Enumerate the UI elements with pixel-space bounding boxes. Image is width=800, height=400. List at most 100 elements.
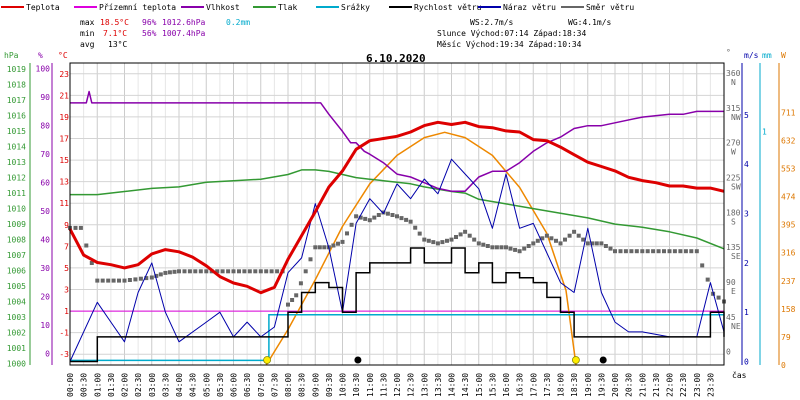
pressure-tick: 1017: [7, 96, 26, 105]
speed-tick: 3: [744, 210, 749, 219]
wind-direction-point: [242, 269, 247, 274]
time-tick: 09:30: [325, 373, 334, 397]
wind-direction-point: [499, 245, 504, 250]
humidity-tick: 90: [40, 93, 50, 102]
wind-direction-point: [117, 278, 121, 283]
time-tick: 07:00: [257, 373, 266, 397]
time-tick: 00:00: [66, 373, 75, 397]
wind-direction-point: [258, 269, 263, 274]
time-tick: 20:00: [611, 373, 620, 397]
wind-direction-point: [634, 249, 639, 254]
wind-direction-point: [572, 229, 577, 234]
wind-direction-point: [531, 241, 536, 246]
solar-tick: 632: [781, 136, 796, 145]
wind-direction-point: [345, 231, 349, 236]
time-tick: 01:00: [93, 373, 102, 397]
wind-direction-point: [417, 231, 422, 236]
wind-direction-point: [544, 233, 549, 238]
wind-direction-point: [535, 238, 540, 243]
wind-direction-point: [716, 295, 721, 300]
temperature-tick: 23: [59, 70, 69, 79]
wind-direction-point: [313, 245, 318, 250]
time-tick: 12:00: [393, 373, 402, 397]
legend: Teplota Přízemní teplota Vlhkost Tlak Sr…: [1, 3, 634, 12]
wind-direction-point: [435, 241, 440, 246]
direction-tick: 270: [726, 139, 741, 148]
wind-direction-point: [78, 225, 83, 230]
time-tick: 06:00: [230, 373, 239, 397]
solar-tick: 553: [781, 165, 796, 174]
legend-rain: Srážky: [341, 3, 370, 12]
wind-direction-point: [358, 215, 363, 220]
left-axes: 1019101810171016101510141013101210111010…: [7, 63, 69, 368]
wind-direction-point: [594, 241, 599, 246]
time-tick: 14:30: [461, 373, 470, 397]
wind-direction-point: [154, 273, 159, 278]
pressure-tick: 1016: [7, 112, 26, 121]
time-tick: 02:00: [121, 373, 130, 397]
time-tick: 22:00: [666, 373, 675, 397]
wind-direction-point: [73, 225, 78, 230]
stats-moon: Měsíc Východ:19:34 Západ:10:34: [437, 40, 582, 49]
speed-tick: 0: [744, 358, 749, 367]
wind-direction-point: [458, 232, 463, 237]
solar-tick: 0: [781, 361, 786, 370]
wind-direction-point: [264, 269, 269, 274]
wind-direction-point: [231, 269, 236, 274]
wind-direction-point: [672, 249, 677, 254]
direction-tick: 90: [726, 278, 736, 287]
wind-direction-point: [603, 244, 608, 248]
temperature-tick: 21: [59, 91, 69, 100]
wind-direction-point: [608, 246, 613, 251]
wind-direction-point: [683, 249, 688, 254]
pressure-tick: 1009: [7, 220, 26, 229]
wind-direction-point: [517, 249, 522, 254]
wind-direction-point: [340, 239, 345, 244]
wind-direction-point: [440, 240, 445, 245]
legend-temperature: Teplota: [26, 3, 60, 12]
time-tick: 20:30: [625, 373, 634, 397]
time-tick: 11:30: [379, 373, 388, 397]
pressure-tick: 1001: [7, 344, 26, 353]
time-tick: 05:30: [216, 373, 225, 397]
time-tick: 19:00: [584, 373, 593, 397]
wind-direction-point: [158, 272, 163, 277]
wind-direction-point: [385, 211, 390, 216]
wind-direction-point: [317, 245, 322, 250]
solar-tick: 395: [781, 221, 796, 230]
stats-max-temp: 18.5°C: [100, 18, 129, 27]
temperature-tick: 1: [64, 307, 69, 316]
time-tick: 23:00: [693, 373, 702, 397]
wind-direction-point: [445, 238, 449, 243]
wind-direction-point: [522, 246, 527, 251]
time-tick: 12:30: [407, 373, 416, 397]
pressure-tick: 1002: [7, 328, 26, 337]
wind-direction-point: [95, 278, 100, 283]
series-wind-gust: [69, 158, 725, 362]
temperature-tick: 17: [59, 135, 69, 144]
wind-direction-point: [629, 249, 634, 254]
wind-direction-point: [354, 214, 359, 219]
wind-direction-point: [618, 249, 623, 254]
pressure-tick: 1012: [7, 174, 26, 183]
humidity-tick: 30: [40, 264, 50, 273]
temperature-tick: -3: [59, 350, 69, 359]
temperature-tick: 9: [64, 221, 69, 230]
wind-direction-point: [303, 269, 308, 274]
wind-direction-point: [662, 249, 666, 254]
direction-compass-label: SW: [731, 182, 741, 191]
direction-tick: 180: [726, 208, 741, 217]
wind-direction-point: [275, 269, 280, 274]
wind-direction-point: [167, 270, 172, 275]
speed-tick: 1: [744, 308, 749, 317]
temperature-tick: 7: [64, 242, 69, 251]
wind-direction-point: [678, 249, 683, 254]
wind-direction-point: [476, 241, 481, 246]
time-tick: 23:30: [706, 373, 715, 397]
wind-direction-point: [363, 216, 368, 221]
stats-max-rain: 0.2mm: [226, 18, 250, 27]
legend-wind-gust: Náraz větru: [503, 3, 556, 12]
humidity-tick: 0: [45, 350, 50, 359]
